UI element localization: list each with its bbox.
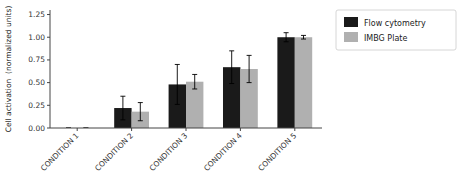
- error-bar: [138, 103, 143, 121]
- x-tick-label: CONDITION 3: [148, 131, 190, 173]
- y-tick-label: 0.00: [28, 124, 45, 133]
- error-bar: [120, 96, 125, 120]
- y-tick-label: 0.25: [28, 101, 45, 110]
- error-bar: [229, 51, 234, 84]
- legend-swatch: [344, 17, 358, 27]
- error-bar: [192, 74, 197, 89]
- x-tick-label: CONDITION 4: [202, 131, 244, 173]
- legend-label: Flow cytometry: [364, 19, 426, 28]
- x-tick-label: CONDITION 5: [256, 131, 298, 173]
- bar: [295, 37, 312, 128]
- error-bar: [301, 35, 306, 39]
- chart-svg: 0.00 0.25 0.50 0.75 1.00 1.25 CONDITION 1 CONDI…: [0, 0, 474, 177]
- bar: [277, 37, 294, 128]
- legend-label: IMBG Plate: [364, 34, 407, 43]
- x-tick: [77, 128, 78, 131]
- y-tick-label: 1.25: [28, 10, 45, 19]
- x-tick-label: CONDITION 1: [39, 131, 81, 173]
- y-tick-label: 0.50: [28, 78, 45, 87]
- chart-container: 0.00 0.25 0.50 0.75 1.00 1.25 CONDITION 1 CONDI…: [0, 0, 474, 177]
- x-tick: [131, 128, 132, 131]
- y-tick-label: 0.75: [28, 55, 45, 64]
- error-bar: [175, 64, 180, 104]
- x-tick: [294, 128, 295, 131]
- error-bars: [66, 33, 306, 128]
- legend-swatch: [344, 32, 358, 42]
- legend: Flow cytometry IMBG Plate: [336, 10, 456, 50]
- plot-area: [114, 37, 312, 128]
- y-axis-label: Cell activation (normalized units): [4, 6, 13, 133]
- y-axis-line: [50, 10, 51, 128]
- error-bar: [284, 33, 289, 42]
- x-tick: [240, 128, 241, 131]
- error-bar: [247, 55, 252, 82]
- legend-frame: [336, 10, 456, 50]
- y-tick-label: 1.00: [28, 33, 45, 42]
- x-tick: [186, 128, 187, 131]
- x-tick-label: CONDITION 2: [93, 131, 135, 173]
